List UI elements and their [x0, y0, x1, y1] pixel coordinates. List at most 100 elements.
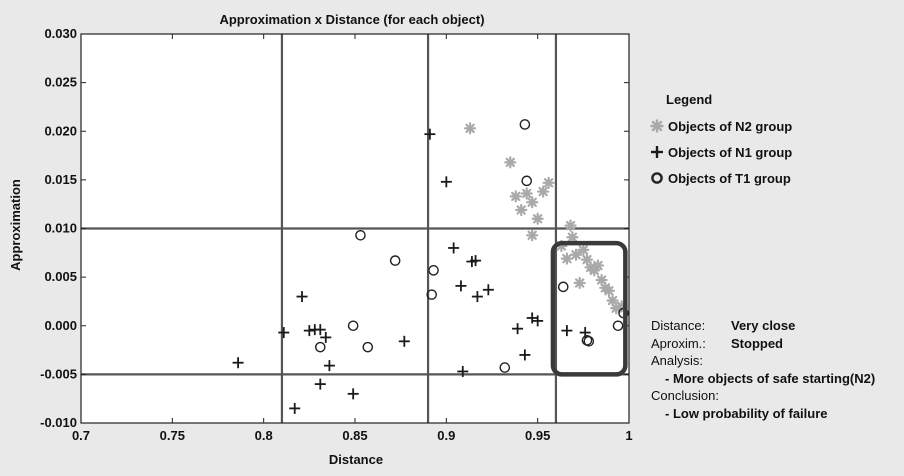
- x-tick-label: 0.7: [72, 428, 90, 443]
- n2-star-point: [537, 185, 550, 198]
- n1-plus-point: [278, 327, 290, 339]
- n1-plus-point: [398, 335, 410, 347]
- y-tick-label: 0.015: [44, 172, 77, 187]
- t1-circle-point: [521, 175, 533, 187]
- t1-circle-point: [347, 320, 359, 332]
- legend-item-t1: Objects of T1 group: [650, 165, 792, 191]
- x-tick-label: 0.8: [255, 428, 273, 443]
- x-tick-label: 1: [625, 428, 632, 443]
- plus-marker-icon: [651, 146, 663, 158]
- n2-star-point: [526, 196, 539, 209]
- n2-star-point: [463, 122, 477, 135]
- n1-plus-point: [314, 324, 326, 336]
- y-tick-label: -0.005: [40, 366, 77, 381]
- n2-star-point: [569, 248, 583, 261]
- n1-plus-point: [482, 284, 494, 296]
- n1-plus-point: [323, 360, 335, 372]
- n2-star-point: [566, 231, 579, 244]
- t1-circle-point: [389, 255, 401, 266]
- distance-value: Very close: [731, 318, 796, 333]
- legend-label-n2: Objects of N2 group: [668, 118, 793, 134]
- t1-circle-point: [362, 341, 374, 353]
- y-tick-label: -0.010: [40, 415, 77, 430]
- legend-item-n2: Objects of N2 group: [650, 113, 792, 139]
- n1-plus-point: [512, 323, 524, 335]
- t1-circle-point: [583, 336, 595, 347]
- n1-plus-point: [314, 378, 326, 390]
- legend-label-n1: Objects of N1 group: [668, 144, 793, 160]
- n2-star-point: [577, 243, 590, 256]
- t1-circle-point: [519, 119, 531, 130]
- n1-plus-point: [519, 349, 531, 361]
- distance-key: Distance:: [651, 318, 706, 333]
- aproxim-row: Aproxim.: Stopped: [651, 335, 875, 353]
- x-tick-label: 0.9: [437, 428, 455, 443]
- legend-title: Legend: [666, 92, 713, 107]
- y-axis-title: Approximation: [8, 179, 23, 271]
- t1-circle-point: [499, 362, 511, 373]
- n1-plus-point: [440, 176, 452, 188]
- n2-star-point: [560, 252, 573, 265]
- n1-plus-point: [296, 291, 308, 303]
- y-tick-label: 0.025: [44, 75, 77, 90]
- t1-circle-point: [314, 341, 326, 353]
- legend: Legend Objects of N2 group Objects of N1…: [650, 92, 792, 191]
- n1-plus-point: [424, 128, 436, 140]
- n1-plus-point: [347, 388, 359, 400]
- n2-star-point: [580, 253, 594, 266]
- n1-plus-point: [470, 255, 482, 267]
- y-tick-label: 0.010: [44, 221, 77, 236]
- x-tick-label: 0.85: [342, 428, 367, 443]
- t1-circle-point: [428, 265, 439, 276]
- conclusion-value: - Low probability of failure: [665, 405, 828, 421]
- analysis-panel: Distance: Very close Aproxim.: Stopped A…: [651, 317, 875, 422]
- n1-plus-point: [457, 365, 469, 377]
- n2-star-point: [531, 212, 544, 225]
- plot-frame: [80, 33, 630, 424]
- n2-star-point: [542, 176, 555, 189]
- legend-label-t1: Objects of T1 group: [668, 170, 791, 186]
- n1-plus-point: [289, 402, 301, 414]
- n2-star-point: [526, 229, 539, 242]
- y-tick-label: 0.000: [44, 318, 77, 333]
- y-tick-label: 0.020: [44, 123, 77, 138]
- y-tick-label: 0.005: [44, 269, 77, 284]
- x-tick-label: 0.75: [160, 428, 185, 443]
- n1-plus-point: [448, 242, 460, 254]
- highlight-region-box: [550, 240, 628, 377]
- analysis-key: Analysis:: [651, 353, 704, 368]
- n1-plus-point: [320, 331, 332, 343]
- n1-plus-point: [471, 291, 483, 303]
- n1-plus-point: [455, 280, 467, 292]
- y-tick-label: 0.030: [44, 26, 77, 41]
- circle-marker-icon: [651, 172, 663, 184]
- n2-star-point: [591, 259, 605, 272]
- n2-star-point: [602, 284, 616, 297]
- n2-star-point: [504, 156, 517, 169]
- n2-star-point: [573, 276, 586, 290]
- distance-row: Distance: Very close: [651, 317, 875, 335]
- x-axis-title: Distance: [329, 452, 383, 467]
- conclusion-key: Conclusion:: [651, 388, 719, 403]
- t1-circle-point: [426, 289, 438, 300]
- n2-star-point: [515, 203, 528, 217]
- n2-star-point: [595, 273, 608, 287]
- n2-star-point: [509, 190, 522, 203]
- n1-plus-point: [303, 325, 315, 337]
- t1-circle-point: [355, 230, 366, 241]
- n1-plus-point: [532, 315, 544, 327]
- aproxim-value: Stopped: [731, 335, 783, 351]
- t1-circle-point: [557, 281, 569, 293]
- n1-plus-point: [232, 357, 244, 369]
- n2-star-point: [520, 187, 533, 200]
- star-marker-icon: [650, 119, 664, 133]
- x-tick-label: 0.95: [525, 428, 550, 443]
- aproxim-key: Aproxim.:: [651, 335, 706, 351]
- chart-title: Approximation x Distance (for each objec…: [219, 12, 484, 27]
- n2-star-point: [564, 219, 577, 232]
- analysis-value: - More objects of safe starting(N2): [665, 370, 876, 386]
- legend-item-n1: Objects of N1 group: [650, 139, 792, 165]
- t1-circle-point: [612, 320, 624, 332]
- n1-plus-point: [561, 325, 573, 337]
